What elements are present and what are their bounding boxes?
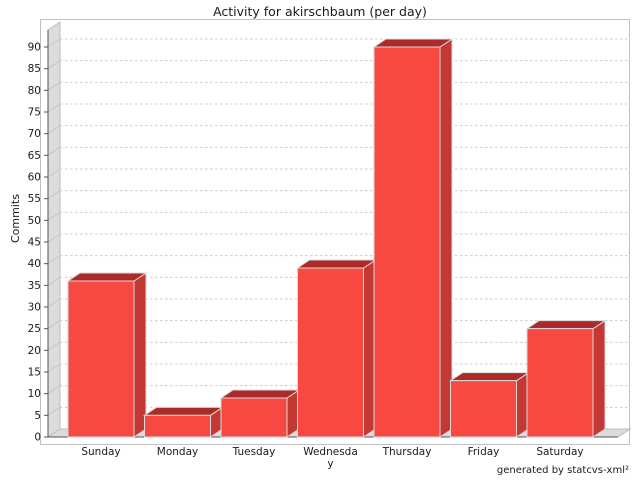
floor-corner-edge <box>617 428 631 438</box>
y-tick-label: 15 <box>28 367 41 379</box>
y-tick-label: 20 <box>28 345 41 357</box>
bar-sunday-top <box>66 272 148 282</box>
wall-tick-diagonal <box>47 81 61 91</box>
wall-tick-diagonal <box>47 125 61 135</box>
bar-saturday <box>526 328 594 438</box>
y-tick-label: 75 <box>28 107 41 119</box>
bar-monday <box>144 414 211 438</box>
x-label-wednesday: Wednesda y <box>303 446 358 470</box>
wall-tick-diagonal <box>47 233 61 243</box>
wall-tick-diagonal <box>47 38 61 48</box>
wall-tick-diagonal <box>47 363 61 373</box>
wall-tick-diagonal <box>47 190 61 200</box>
wall-tick-diagonal <box>47 168 61 178</box>
wall-tick-diagonal <box>47 60 61 70</box>
bar-thursday-side <box>439 38 453 438</box>
wall-tick-diagonal <box>47 276 61 286</box>
y-tick-label: 5 <box>34 410 41 422</box>
y-tick-label: 80 <box>28 85 41 97</box>
plot-left-wall <box>47 21 61 438</box>
bar-thursday <box>373 46 441 438</box>
wall-tick-diagonal <box>47 298 61 308</box>
x-label-friday: Friday <box>468 446 500 458</box>
bar-saturday-side <box>592 319 606 438</box>
wall-tick-diagonal <box>47 211 61 221</box>
x-label-sunday: Sunday <box>81 446 120 458</box>
bar-sunday <box>67 280 135 438</box>
y-tick-label: 10 <box>28 388 41 400</box>
y-tick-label: 60 <box>28 172 41 184</box>
y-tick-label: 40 <box>28 258 41 270</box>
x-label-tuesday: Tuesday <box>232 446 276 458</box>
x-label-monday: Monday <box>157 446 198 458</box>
y-tick-label: 35 <box>28 280 41 292</box>
y-tick-label: 90 <box>28 42 41 54</box>
credit-text: generated by statcvs-xml² <box>496 465 629 476</box>
bar-wednesday <box>297 267 364 438</box>
y-tick-label: 0 <box>34 432 41 444</box>
bar-sunday-side <box>133 272 147 438</box>
wall-tick-diagonal <box>47 406 61 416</box>
wall-tick-diagonal <box>47 341 61 351</box>
y-tick-label: 45 <box>28 237 41 249</box>
y-tick-label: 85 <box>28 63 41 75</box>
y-tick-label: 65 <box>28 150 41 162</box>
bar-thursday-top <box>372 38 454 48</box>
chart-title: Activity for akirschbaum (per day) <box>213 4 427 19</box>
y-tick-label: 30 <box>28 302 41 314</box>
wall-tick-diagonal <box>47 146 61 156</box>
y-tick-label: 70 <box>28 128 41 140</box>
bar-monday-top <box>142 406 225 416</box>
bar-tuesday <box>220 397 288 438</box>
y-tick-label: 55 <box>28 193 41 205</box>
y-tick-label: 25 <box>28 323 41 335</box>
wall-tick-diagonal <box>47 255 61 265</box>
bar-wednesday-top <box>295 259 378 269</box>
bar-friday-top <box>448 372 531 382</box>
x-label-thursday: Thursday <box>382 446 432 458</box>
x-label-saturday: Saturday <box>536 446 583 458</box>
wall-tick-diagonal <box>47 385 61 395</box>
wall-tick-diagonal <box>47 320 61 330</box>
bar-tuesday-top <box>219 389 301 399</box>
wall-tick-diagonal <box>47 103 61 113</box>
y-tick-label: 50 <box>28 215 41 227</box>
bar-friday <box>450 380 517 438</box>
bar-saturday-top <box>525 320 607 330</box>
